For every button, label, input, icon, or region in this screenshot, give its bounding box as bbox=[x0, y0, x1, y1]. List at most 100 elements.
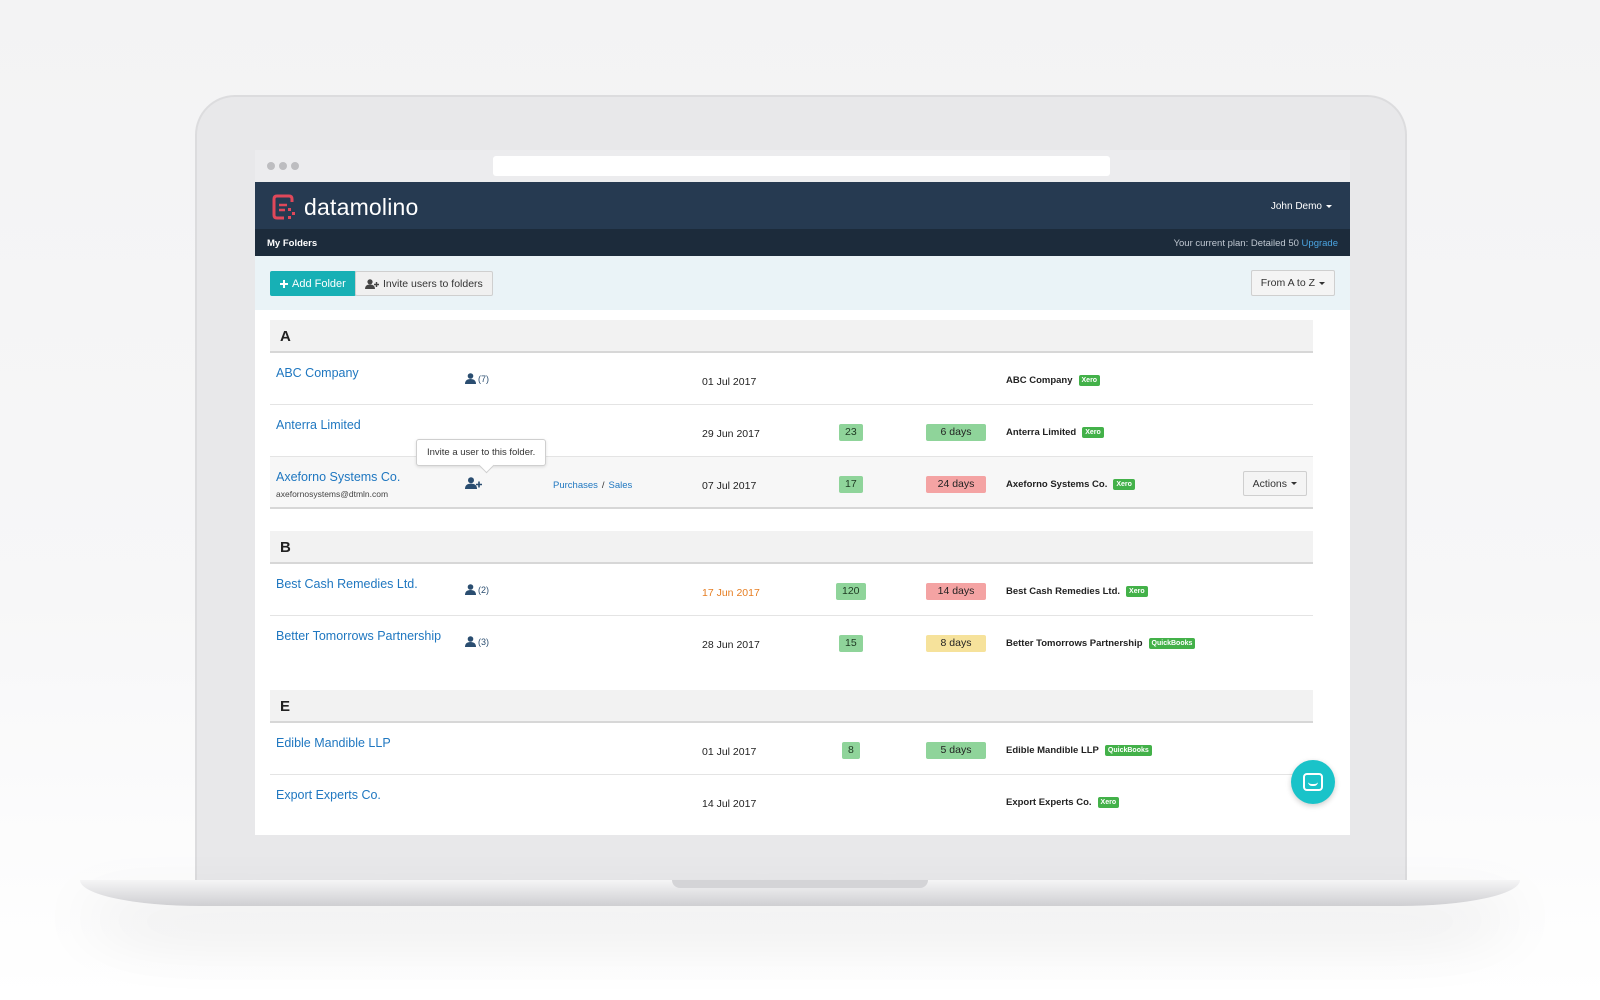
page-title: My Folders bbox=[267, 238, 318, 249]
company-name: ABC Company bbox=[1006, 375, 1073, 386]
integration-tag: QuickBooks bbox=[1104, 745, 1152, 756]
address-bar[interactable] bbox=[493, 156, 1110, 176]
integration-tag: Xero bbox=[1097, 797, 1120, 808]
browser-bar bbox=[255, 150, 1350, 182]
integration-tag: Xero bbox=[1113, 479, 1135, 490]
linked-company: Axeforno Systems Co. Xero bbox=[1006, 479, 1135, 490]
days-badge: 8 days bbox=[926, 635, 986, 652]
document-count-badge: 17 bbox=[839, 476, 863, 493]
invite-users-label: Invite users to folders bbox=[383, 277, 483, 290]
folder-email: axefornosystems@dtmln.com bbox=[276, 489, 389, 499]
window-dot[interactable] bbox=[291, 162, 299, 170]
window-controls bbox=[267, 162, 299, 170]
app-header: datamolino John Demo bbox=[255, 182, 1350, 229]
invite-user-tooltip: Invite a user to this folder. bbox=[416, 439, 547, 466]
document-count-badge: 120 bbox=[836, 583, 866, 600]
folder-users[interactable]: (7) bbox=[465, 373, 489, 384]
invite-user-action[interactable] bbox=[465, 477, 482, 489]
group-spacer bbox=[270, 668, 1313, 690]
days-badge: 14 days bbox=[926, 583, 986, 600]
folder-name-link[interactable]: Axeforno Systems Co. bbox=[276, 470, 401, 484]
add-folder-label: Add Folder bbox=[292, 277, 346, 290]
sort-dropdown[interactable]: From A to Z bbox=[1250, 270, 1335, 296]
linked-company: Better Tomorrows Partnership QuickBooks bbox=[1006, 638, 1196, 649]
folder-list: A ABC Company (7) 01 Jul 2017 ABC Compan… bbox=[270, 320, 1313, 827]
caret-down-icon bbox=[1326, 205, 1332, 208]
add-folder-button[interactable]: Add Folder bbox=[270, 271, 356, 296]
user-icon bbox=[465, 373, 476, 384]
document-count-badge: 8 bbox=[842, 742, 860, 759]
folder-row: Better Tomorrows Partnership (3) 28 Jun … bbox=[270, 616, 1313, 668]
document-type-links: Purchases / Sales bbox=[553, 480, 632, 491]
laptop-notch bbox=[672, 880, 928, 888]
caret-down-icon bbox=[1291, 482, 1297, 485]
integration-tag: Xero bbox=[1082, 427, 1104, 438]
folder-row: Best Cash Remedies Ltd. (2) 17 Jun 2017 … bbox=[270, 564, 1313, 616]
user-menu[interactable]: John Demo bbox=[1271, 201, 1332, 212]
folder-users[interactable]: (2) bbox=[465, 584, 489, 595]
document-count-badge: 15 bbox=[839, 635, 863, 652]
upgrade-link[interactable]: Upgrade bbox=[1301, 238, 1338, 249]
integration-tag: Xero bbox=[1126, 586, 1148, 597]
integration-tag: QuickBooks bbox=[1148, 638, 1196, 649]
screen: datamolino John Demo My Folders Your cur… bbox=[255, 150, 1350, 835]
company-name: Better Tomorrows Partnership bbox=[1006, 638, 1143, 649]
purchases-link[interactable]: Purchases bbox=[553, 480, 598, 491]
folder-name-link[interactable]: Export Experts Co. bbox=[276, 788, 381, 802]
user-count: (7) bbox=[478, 374, 489, 384]
plan-info: Your current plan: Detailed 50 Upgrade bbox=[1174, 238, 1338, 249]
folder-name-link[interactable]: ABC Company bbox=[276, 366, 359, 380]
toolbar: Add Folder Invite users to folders From … bbox=[255, 256, 1350, 310]
document-count-badge: 23 bbox=[839, 424, 863, 441]
sub-header: My Folders Your current plan: Detailed 5… bbox=[255, 229, 1350, 256]
logo[interactable]: datamolino bbox=[270, 193, 419, 221]
chat-launcher-button[interactable] bbox=[1291, 760, 1335, 804]
linked-company: Anterra Limited Xero bbox=[1006, 427, 1104, 438]
logo-icon bbox=[272, 194, 295, 220]
logo-text: datamolino bbox=[304, 193, 419, 220]
company-name: Best Cash Remedies Ltd. bbox=[1006, 586, 1121, 597]
folder-users[interactable]: (3) bbox=[465, 636, 489, 647]
linked-company: ABC Company Xero bbox=[1006, 375, 1101, 386]
user-icon bbox=[465, 584, 476, 595]
folder-date: 29 Jun 2017 bbox=[702, 428, 760, 440]
sort-label: From A to Z bbox=[1260, 277, 1315, 289]
actions-dropdown[interactable]: Actions bbox=[1242, 471, 1307, 496]
folder-name-link[interactable]: Best Cash Remedies Ltd. bbox=[276, 577, 418, 591]
days-badge: 24 days bbox=[926, 476, 986, 493]
group-header-a: A bbox=[270, 320, 1313, 353]
linked-company: Edible Mandible LLP QuickBooks bbox=[1006, 745, 1152, 756]
sales-link[interactable]: Sales bbox=[608, 480, 633, 491]
user-count: (3) bbox=[478, 637, 489, 647]
link-separator: / bbox=[601, 480, 605, 491]
days-badge: 6 days bbox=[926, 424, 986, 441]
linked-company: Export Experts Co. Xero bbox=[1006, 797, 1120, 808]
folder-name-link[interactable]: Anterra Limited bbox=[276, 418, 361, 432]
company-name: Anterra Limited bbox=[1006, 427, 1077, 438]
plus-icon bbox=[280, 279, 288, 288]
folder-row: Export Experts Co. 14 Jul 2017 Export Ex… bbox=[270, 775, 1313, 827]
folder-name-link[interactable]: Better Tomorrows Partnership bbox=[276, 629, 442, 643]
window-dot[interactable] bbox=[267, 162, 275, 170]
folder-date-overdue: 17 Jun 2017 bbox=[702, 587, 760, 599]
window-dot[interactable] bbox=[279, 162, 287, 170]
plan-text: Your current plan: Detailed 50 bbox=[1173, 238, 1299, 249]
add-user-icon bbox=[365, 278, 379, 289]
integration-tag: Xero bbox=[1078, 375, 1101, 386]
folder-date: 01 Jul 2017 bbox=[702, 746, 757, 758]
group-header-e: E bbox=[270, 690, 1313, 723]
invite-users-button[interactable]: Invite users to folders bbox=[355, 271, 493, 296]
folder-date: 28 Jun 2017 bbox=[702, 639, 760, 651]
company-name: Export Experts Co. bbox=[1006, 797, 1092, 808]
add-user-icon bbox=[465, 477, 482, 489]
chat-icon bbox=[1303, 773, 1323, 791]
company-name: Edible Mandible LLP bbox=[1006, 745, 1099, 756]
group-spacer bbox=[270, 509, 1313, 531]
company-name: Axeforno Systems Co. bbox=[1006, 479, 1108, 490]
user-count: (2) bbox=[478, 585, 489, 595]
folder-date: 07 Jul 2017 bbox=[702, 480, 757, 492]
folder-row-hovered: Invite a user to this folder. Axeforno S… bbox=[270, 439, 1313, 509]
folder-name-link[interactable]: Edible Mandible LLP bbox=[276, 736, 391, 750]
folder-date: 14 Jul 2017 bbox=[702, 798, 757, 810]
linked-company: Best Cash Remedies Ltd. Xero bbox=[1006, 586, 1148, 597]
